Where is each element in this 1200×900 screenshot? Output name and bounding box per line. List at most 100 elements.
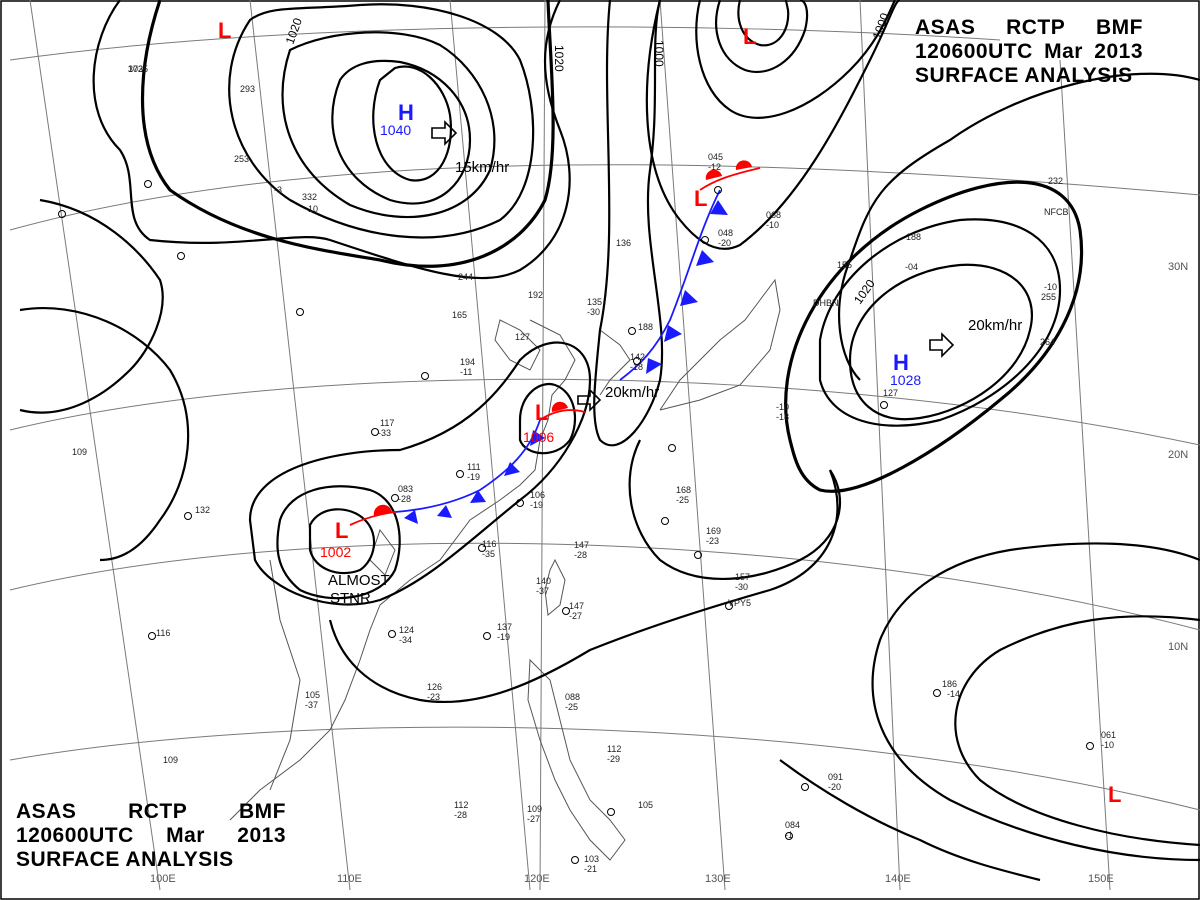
longitude-line-120e bbox=[539, 0, 546, 891]
isobar-1020-high-pacific bbox=[784, 180, 1084, 493]
station-value: -19 bbox=[467, 472, 480, 482]
isobar-label: 1000 bbox=[870, 11, 892, 41]
cold-front-triangle bbox=[696, 250, 714, 266]
station-value: 332 bbox=[302, 192, 317, 202]
station-value: 169 bbox=[706, 526, 721, 536]
isobar-high-pacific-ring-3 bbox=[848, 263, 1033, 421]
station-value: 192 bbox=[528, 290, 543, 300]
header-code: BMF bbox=[1096, 16, 1143, 39]
cold-front-triangle bbox=[680, 290, 698, 306]
station-value: 132 bbox=[195, 505, 210, 515]
station-value: -20 bbox=[828, 782, 841, 792]
station-value: -1 bbox=[785, 830, 793, 840]
lat-label-20n: 20N bbox=[1168, 449, 1188, 461]
coastlines bbox=[229, 278, 781, 861]
isobar-label: 1020 bbox=[552, 45, 566, 72]
header-title: SURFACE ANALYSIS bbox=[915, 64, 1133, 87]
station-value: 116 bbox=[156, 628, 170, 638]
station-value: 142 bbox=[630, 352, 645, 362]
station-value: -30 bbox=[735, 582, 748, 592]
high-center-marker: H bbox=[893, 350, 909, 375]
isobar-low-1006-inner bbox=[518, 382, 577, 455]
header-month: Mar bbox=[1044, 40, 1083, 63]
warm-front-semicircle bbox=[551, 401, 568, 412]
longitude-line-115e bbox=[449, 0, 531, 891]
station-value: 264 bbox=[1040, 337, 1055, 347]
station-value: -19 bbox=[497, 632, 510, 642]
station-value: 147 bbox=[574, 540, 589, 550]
station-value: 136 bbox=[616, 238, 631, 248]
station-circle bbox=[694, 551, 702, 559]
isobar-west-1 bbox=[19, 198, 164, 414]
isobar-1020-north bbox=[92, 0, 571, 280]
header-month: Mar bbox=[166, 824, 205, 847]
station-circle bbox=[633, 357, 641, 365]
station-value: -28 bbox=[398, 494, 411, 504]
station-circle bbox=[58, 210, 66, 218]
station-circle bbox=[668, 444, 676, 452]
station-circle bbox=[562, 607, 570, 615]
low-center-marker: L bbox=[694, 186, 707, 211]
isobar-low-1002-ring-2 bbox=[308, 508, 376, 575]
coast-philippines bbox=[527, 658, 626, 861]
station-circle bbox=[184, 512, 192, 520]
station-value: -30 bbox=[587, 307, 600, 317]
station-value: 165 bbox=[452, 310, 467, 320]
station-value: 147 bbox=[569, 601, 584, 611]
isobars bbox=[19, 0, 1200, 882]
station-value: 068 bbox=[766, 210, 781, 220]
station-value: -27 bbox=[569, 611, 582, 621]
header-station: RCTP bbox=[128, 800, 188, 823]
station-value: 061 bbox=[1101, 730, 1116, 740]
header-time-row: 120600UTC Mar 2013 bbox=[915, 40, 1143, 64]
coast-korea bbox=[599, 329, 631, 396]
station-value: VPY5 bbox=[728, 598, 751, 608]
station-value: -28 bbox=[574, 550, 587, 560]
station-value: -34 bbox=[399, 635, 412, 645]
longitude-line-150e bbox=[1059, 59, 1111, 891]
station-value: 105 bbox=[305, 690, 320, 700]
isobar-low-1006-outer bbox=[248, 341, 592, 606]
station-circle bbox=[933, 689, 941, 697]
warm-front-north bbox=[699, 167, 761, 191]
isobar-label: 1000 bbox=[652, 40, 666, 67]
high-center-marker: H bbox=[398, 100, 414, 125]
isobar-high-ring-1 bbox=[228, 3, 535, 239]
station-value: 140 bbox=[536, 576, 551, 586]
latlon-labels: 30N 20N 10N 110E 120E 130E 140E 150E 100… bbox=[150, 261, 1188, 885]
station-value: 188 bbox=[638, 322, 653, 332]
graticule bbox=[9, 0, 1200, 891]
station-circle bbox=[148, 632, 156, 640]
isobar-label: 1020 bbox=[283, 16, 305, 46]
cold-front-triangle bbox=[470, 490, 486, 503]
station-circle bbox=[571, 856, 579, 864]
station-value: -37 bbox=[305, 700, 318, 710]
isobar-high-ring-2 bbox=[281, 31, 496, 219]
isobar-tropical-2 bbox=[954, 615, 1200, 847]
station-value: -23 bbox=[427, 692, 440, 702]
station-value: 117 bbox=[380, 418, 394, 428]
station-value: -10 bbox=[305, 204, 318, 214]
isobar-north-low-ring-1 bbox=[695, 0, 896, 119]
station-circle bbox=[725, 602, 733, 610]
low-center-value: 1002 bbox=[320, 544, 351, 560]
isobar-southern-inner bbox=[628, 439, 842, 581]
station-value: 127 bbox=[883, 388, 898, 398]
header-title: SURFACE ANALYSIS bbox=[16, 848, 234, 871]
station-value: 084 bbox=[785, 820, 800, 830]
header-year: 2013 bbox=[237, 824, 286, 847]
header-agency-row: ASAS RCTP BMF bbox=[915, 16, 1143, 40]
station-value: -10 bbox=[776, 402, 789, 412]
station-value: 116 bbox=[482, 539, 496, 549]
isobar-southern-outer bbox=[328, 469, 839, 704]
lon-label-100e: 100E bbox=[150, 873, 176, 885]
low-center-marker: L bbox=[1108, 782, 1121, 807]
station-circle bbox=[516, 499, 524, 507]
station-value: -25 bbox=[565, 702, 578, 712]
cold-front-triangle bbox=[646, 358, 662, 374]
header-agency-row: ASAS RCTP BMF bbox=[16, 800, 286, 824]
lon-label-130e: 130E bbox=[705, 873, 731, 885]
station-value: 244 bbox=[458, 272, 473, 282]
